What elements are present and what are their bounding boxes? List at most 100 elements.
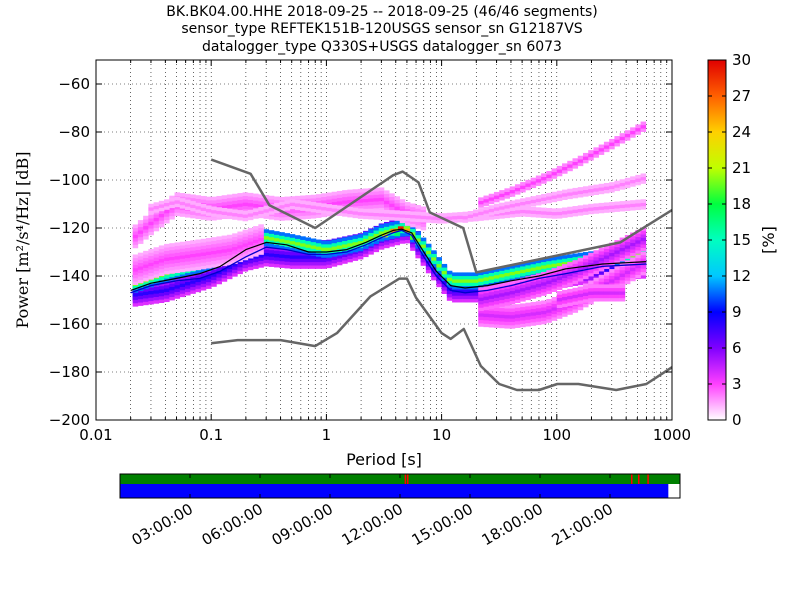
density-cell — [603, 189, 610, 194]
density-cell — [593, 191, 599, 196]
density-cell — [205, 237, 212, 242]
density-cell — [195, 281, 202, 286]
density-cell — [305, 204, 311, 209]
density-cell — [143, 282, 149, 286]
density-cell — [499, 270, 505, 275]
density-cell — [551, 195, 558, 199]
density-cell — [535, 210, 542, 215]
density-cell — [389, 216, 395, 221]
density-cell — [137, 233, 144, 238]
density-cell — [226, 254, 233, 259]
density-cell — [352, 253, 359, 258]
density-cell — [237, 213, 243, 218]
density-cell — [190, 211, 196, 215]
density-cell — [514, 317, 521, 322]
density-cell — [603, 258, 610, 263]
density-cell — [216, 207, 222, 211]
density-cell — [305, 195, 311, 199]
density-cell — [582, 265, 589, 270]
density-cell — [294, 235, 301, 239]
density-cell — [200, 216, 207, 220]
density-cell — [572, 309, 579, 313]
density-cell — [174, 249, 181, 253]
density-cell — [572, 191, 579, 195]
density-cell — [153, 267, 160, 272]
density-cell — [384, 203, 390, 208]
density-cell — [504, 211, 510, 215]
density-cell — [598, 251, 605, 255]
density-cell — [132, 296, 139, 300]
density-cell — [509, 280, 516, 285]
density-cell — [158, 255, 165, 260]
density-cell — [588, 156, 594, 161]
density-cell — [556, 301, 563, 305]
density-cell — [593, 277, 599, 282]
density-cell — [551, 263, 558, 268]
density-cell — [640, 249, 647, 254]
density-cell — [148, 207, 154, 211]
density-cell — [582, 252, 589, 256]
density-cell — [336, 190, 343, 195]
density-cell — [488, 313, 495, 318]
density-cell — [378, 187, 385, 192]
density-cell — [556, 197, 563, 202]
density-cell — [389, 243, 395, 247]
density-cell — [582, 159, 589, 164]
density-cell — [205, 216, 212, 221]
density-cell — [593, 263, 599, 268]
density-cell — [174, 196, 181, 201]
density-cell — [368, 215, 374, 220]
density-cell — [185, 285, 191, 289]
density-cell — [624, 248, 631, 253]
density-cell — [598, 151, 605, 155]
density-cell — [593, 210, 599, 214]
density-cell — [205, 271, 212, 276]
density-cell — [588, 276, 594, 281]
density-cell — [253, 261, 259, 266]
density-cell — [572, 297, 579, 302]
density-cell — [279, 213, 285, 218]
density-cell — [415, 231, 421, 236]
density-cell — [195, 202, 202, 207]
density-cell — [195, 212, 202, 216]
density-cell — [300, 203, 306, 208]
density-cell — [300, 243, 306, 247]
density-cell — [619, 254, 626, 259]
density-cell — [300, 215, 306, 220]
density-cell — [289, 196, 296, 200]
density-cell — [221, 267, 228, 272]
density-cell — [609, 259, 615, 264]
density-cell — [520, 303, 526, 308]
density-cell — [221, 238, 228, 243]
density-cell — [205, 208, 212, 213]
colorbar-tick-label: 18 — [732, 195, 751, 213]
density-cell — [415, 215, 421, 219]
density-cell — [216, 249, 222, 254]
density-cell — [190, 197, 196, 202]
density-cell — [321, 258, 327, 263]
density-cell — [185, 210, 191, 215]
coverage-bar-green — [120, 474, 680, 484]
density-cell — [609, 205, 615, 210]
density-cell — [158, 216, 165, 221]
density-cell — [368, 194, 374, 199]
density-cell — [216, 259, 222, 264]
density-cell — [577, 159, 584, 163]
density-cell — [609, 245, 615, 250]
density-cell — [493, 203, 500, 208]
density-cell — [483, 286, 490, 290]
density-cell — [153, 289, 160, 294]
density-cell — [546, 211, 552, 216]
density-cell — [174, 209, 181, 213]
density-cell — [247, 213, 254, 217]
density-cell — [520, 313, 526, 318]
density-cell — [331, 195, 338, 199]
density-cell — [530, 301, 537, 306]
density-cell — [263, 259, 270, 264]
density-cell — [363, 241, 369, 246]
density-cell — [399, 219, 406, 224]
density-cell — [562, 192, 568, 197]
density-cell — [305, 258, 311, 263]
density-cell — [378, 207, 385, 212]
density-cell — [258, 257, 264, 261]
